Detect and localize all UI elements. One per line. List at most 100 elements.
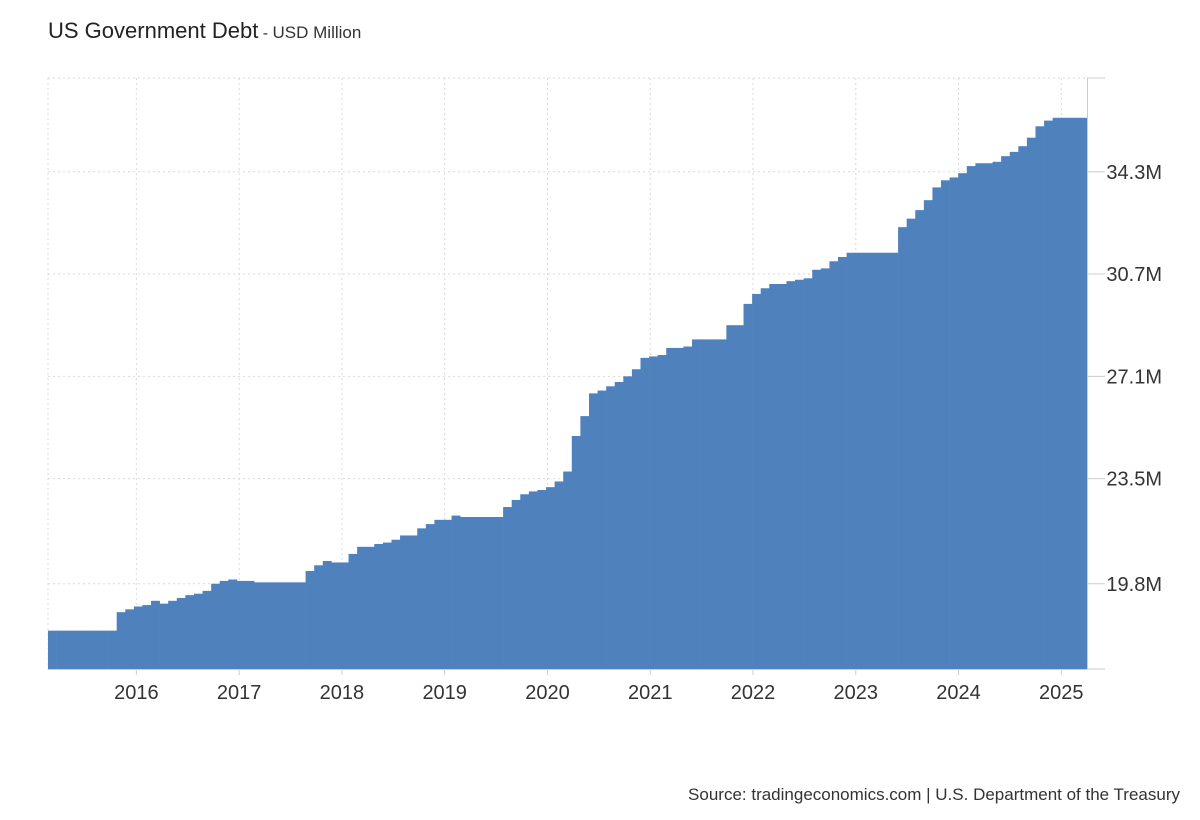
bar-2017-02 — [245, 580, 255, 669]
bar-2018-09 — [408, 535, 418, 669]
xtick-label: 2022 — [731, 682, 776, 704]
bar-2015-04 — [56, 630, 66, 669]
bar-2015-10 — [108, 630, 117, 669]
bar-2020-10 — [623, 376, 633, 669]
bar-2016-01 — [133, 606, 143, 669]
xtick-label: 2024 — [936, 682, 981, 704]
bar-2021-05 — [683, 346, 693, 669]
bar-2020-05 — [580, 416, 590, 669]
bar-2016-05 — [168, 600, 178, 669]
bar-2018-07 — [391, 539, 401, 669]
bar-2021-12 — [743, 303, 753, 669]
bar-2015-12 — [125, 609, 135, 669]
xtick-label: 2020 — [525, 682, 570, 704]
bar-2022-11 — [837, 257, 847, 669]
bar-2016-04 — [159, 603, 169, 669]
bar-2019-07 — [494, 516, 504, 669]
bar-2019-09 — [511, 499, 521, 669]
bar-2021-06 — [692, 339, 701, 669]
bar-2017-05 — [271, 582, 281, 669]
bar-2018-06 — [382, 542, 392, 669]
xtick-label: 2018 — [320, 682, 365, 704]
bar-2017-07 — [288, 582, 298, 669]
bar-2019-12 — [537, 490, 547, 669]
bar-2019-05 — [477, 516, 487, 669]
bar-2023-08 — [915, 210, 925, 669]
title-separator: - — [258, 25, 273, 42]
bar-2016-02 — [142, 605, 152, 669]
bar-2020-08 — [606, 386, 616, 669]
bar-2018-08 — [400, 535, 409, 669]
bar-2024-06 — [1001, 156, 1011, 669]
bar-2017-03 — [254, 582, 263, 669]
bar-2017-01 — [236, 580, 246, 669]
xtick-label: 2023 — [834, 682, 879, 704]
bar-2024-12 — [1052, 117, 1062, 669]
bar-2023-04 — [880, 252, 890, 670]
bar-2025-02 — [1069, 117, 1079, 669]
bar-2024-07 — [1009, 151, 1019, 669]
y-axis-labels: 19.8M 23.5M 27.1M 30.7M 34.3M — [1106, 162, 1162, 596]
bar-2018-12 — [434, 519, 444, 669]
bar-2024-01 — [958, 173, 968, 669]
bars — [48, 117, 1088, 670]
bar-2022-03 — [769, 284, 779, 669]
bar-2023-01 — [855, 252, 865, 670]
bar-2018-11 — [425, 524, 435, 669]
bar-2020-04 — [571, 436, 581, 669]
bar-2022-10 — [829, 261, 839, 669]
x-axis-labels: 2016 2017 2018 2019 2020 2021 2022 2023 2024 2025 — [114, 682, 1083, 704]
bar-2021-03 — [666, 347, 676, 669]
bar-2019-04 — [468, 516, 478, 669]
bar-2022-05 — [786, 281, 796, 669]
bar-2020-07 — [597, 390, 607, 669]
bar-2023-07 — [906, 218, 916, 669]
chart-subtitle: USD Million — [272, 23, 362, 42]
bar-2017-09 — [305, 570, 315, 669]
bar-2022-07 — [803, 278, 813, 669]
xtick-label: 2021 — [628, 682, 673, 704]
bar-2020-02 — [554, 481, 564, 669]
xtick-label: 2017 — [217, 682, 262, 704]
bar-2016-07 — [185, 595, 195, 669]
bar-2025-03 — [1078, 117, 1088, 669]
bar-2022-06 — [795, 279, 804, 669]
bar-2020-12 — [640, 357, 650, 669]
chart-title: US Government Debt — [48, 18, 259, 43]
bar-2023-10 — [932, 187, 942, 669]
bar-2015-11 — [116, 612, 126, 669]
bar-2021-01 — [649, 356, 658, 669]
bar-2023-02 — [863, 252, 873, 670]
bar-2024-03 — [975, 163, 985, 670]
bar-2016-12 — [228, 579, 238, 669]
bar-2015-06 — [73, 630, 83, 669]
bar-2018-01 — [339, 562, 349, 669]
source-note: Source: tradingeconomics.com | U.S. Depa… — [688, 785, 1180, 804]
bar-2020-09 — [614, 382, 624, 669]
bar-2017-12 — [331, 562, 341, 669]
bar-2018-10 — [417, 528, 427, 669]
ytick-label: 19.8M — [1106, 574, 1162, 596]
bar-2016-06 — [176, 597, 186, 669]
bar-2020-03 — [563, 471, 573, 669]
bar-2015-08 — [90, 630, 100, 669]
bar-2023-03 — [872, 252, 882, 670]
bar-2019-03 — [460, 516, 470, 669]
bar-2023-09 — [923, 200, 933, 669]
ytick-label: 27.1M — [1106, 366, 1162, 388]
bar-2020-01 — [546, 487, 555, 669]
ytick-label: 34.3M — [1106, 162, 1162, 184]
bar-2024-05 — [992, 161, 1002, 669]
bar-2022-09 — [820, 268, 830, 669]
bar-2021-02 — [657, 355, 667, 669]
bar-2021-09 — [717, 339, 727, 669]
bar-2019-02 — [451, 515, 461, 669]
bar-2021-08 — [709, 339, 719, 669]
bar-2024-10 — [1035, 126, 1045, 670]
bar-2024-04 — [983, 163, 993, 670]
bar-2024-02 — [966, 166, 976, 669]
bar-2023-12 — [949, 177, 959, 669]
bar-2018-05 — [374, 543, 384, 669]
bar-2022-04 — [777, 284, 787, 669]
